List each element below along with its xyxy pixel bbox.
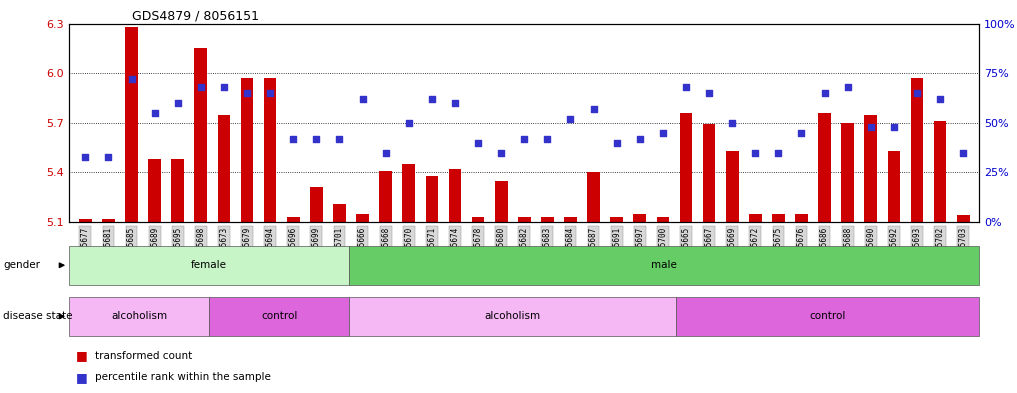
Text: alcoholism: alcoholism xyxy=(111,311,167,321)
Point xyxy=(747,149,764,156)
Point xyxy=(678,84,695,90)
Point xyxy=(424,96,440,102)
Point xyxy=(377,149,394,156)
Point xyxy=(446,100,463,106)
Bar xyxy=(403,164,415,222)
Point xyxy=(354,96,370,102)
Bar xyxy=(587,173,600,222)
Bar xyxy=(102,219,115,222)
Text: disease state: disease state xyxy=(3,311,72,321)
Point xyxy=(562,116,579,122)
Bar xyxy=(287,217,300,222)
Bar xyxy=(194,48,207,222)
Bar xyxy=(888,151,900,222)
Bar xyxy=(448,169,462,222)
Bar xyxy=(819,113,831,222)
Point xyxy=(308,136,324,142)
Point xyxy=(146,110,163,116)
Bar xyxy=(148,159,161,222)
Point xyxy=(332,136,348,142)
Bar xyxy=(241,78,253,222)
Point xyxy=(793,130,810,136)
Bar xyxy=(125,27,138,222)
Point xyxy=(539,136,555,142)
Text: female: female xyxy=(191,260,227,270)
Point xyxy=(955,149,971,156)
Point xyxy=(886,124,902,130)
Bar xyxy=(864,114,877,222)
Bar xyxy=(657,217,669,222)
Point xyxy=(817,90,833,96)
Bar xyxy=(310,187,322,222)
Text: alcoholism: alcoholism xyxy=(484,311,541,321)
Point xyxy=(655,130,671,136)
Bar xyxy=(356,214,369,222)
Bar xyxy=(334,204,346,222)
Point xyxy=(262,90,279,96)
Bar xyxy=(541,217,553,222)
Bar xyxy=(749,214,762,222)
Bar xyxy=(795,214,807,222)
Text: gender: gender xyxy=(3,260,40,270)
Bar xyxy=(957,215,969,222)
Point xyxy=(192,84,208,90)
Bar xyxy=(703,125,715,222)
Bar xyxy=(218,114,230,222)
Point xyxy=(101,153,117,160)
Text: transformed count: transformed count xyxy=(95,351,192,361)
Point xyxy=(239,90,255,96)
Point xyxy=(840,84,856,90)
Point xyxy=(909,90,925,96)
Point xyxy=(401,119,417,126)
Point xyxy=(170,100,186,106)
Point xyxy=(517,136,533,142)
Text: GDS4879 / 8056151: GDS4879 / 8056151 xyxy=(132,10,259,23)
Bar xyxy=(495,181,507,222)
Bar xyxy=(772,214,785,222)
Text: control: control xyxy=(261,311,297,321)
Point xyxy=(770,149,786,156)
Text: ■: ■ xyxy=(76,349,88,362)
Bar xyxy=(934,121,947,222)
Bar xyxy=(79,219,92,222)
Bar xyxy=(263,78,277,222)
Bar xyxy=(564,217,577,222)
Bar xyxy=(379,171,392,222)
Bar xyxy=(679,113,693,222)
Bar xyxy=(726,151,738,222)
Point xyxy=(932,96,948,102)
Bar xyxy=(472,217,484,222)
Bar xyxy=(425,176,438,222)
Text: percentile rank within the sample: percentile rank within the sample xyxy=(95,372,271,382)
Point xyxy=(862,124,879,130)
Bar xyxy=(610,217,623,222)
Point xyxy=(493,149,510,156)
Point xyxy=(216,84,232,90)
Text: ■: ■ xyxy=(76,371,88,384)
Bar xyxy=(841,123,854,222)
Point xyxy=(724,119,740,126)
Point xyxy=(586,106,602,112)
Point xyxy=(77,153,94,160)
Bar xyxy=(172,159,184,222)
Text: control: control xyxy=(810,311,846,321)
Point xyxy=(123,76,139,82)
Text: male: male xyxy=(651,260,677,270)
Point xyxy=(608,140,624,146)
Bar xyxy=(634,214,646,222)
Bar xyxy=(518,217,531,222)
Point xyxy=(701,90,717,96)
Bar xyxy=(910,78,923,222)
Point xyxy=(285,136,301,142)
Point xyxy=(632,136,648,142)
Point xyxy=(470,140,486,146)
